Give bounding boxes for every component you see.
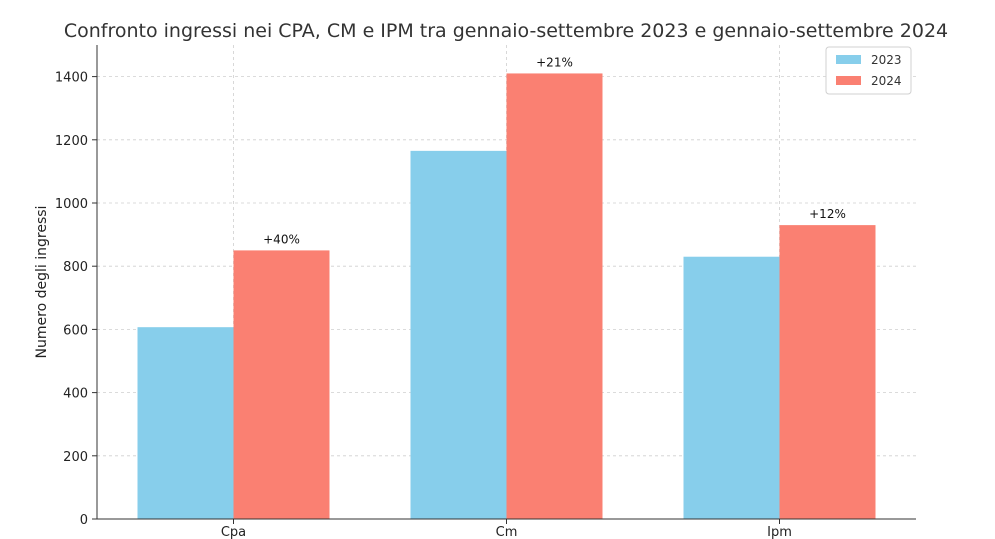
x-tick-label: Cm [496,525,518,539]
x-tick-label: Cpa [221,525,246,539]
x-tick-label: Ipm [767,525,792,539]
legend-swatch-2024 [836,76,861,85]
bar-2023-ipm [683,256,780,519]
y-tick-label: 400 [63,387,88,402]
y-tick-label: 800 [63,260,88,275]
y-tick-label: 1000 [55,197,88,212]
y-tick-label: 0 [80,513,88,528]
legend-label-2023: 2023 [871,53,902,67]
bar-2024-ipm [779,225,876,519]
y-tick-label: 1400 [55,71,88,86]
y-tick-label: 200 [63,450,88,465]
bar-2024-cpa [233,250,330,519]
y-tick-label: 600 [63,323,88,338]
legend: 2023 2024 [825,46,912,95]
bar-annotation-cm: +21% [536,55,573,69]
legend-swatch-2023 [836,55,861,64]
y-tick-label: 1200 [55,134,88,149]
bar-2024-cm [506,73,603,519]
y-axis-label: Numero degli ingressi [34,206,50,359]
bar-2023-cpa [137,327,234,519]
legend-label-2024: 2024 [871,74,902,88]
bar-annotation-cpa: +40% [263,232,300,246]
bars [137,73,876,520]
chart-title: Confronto ingressi nei CPA, CM e IPM tra… [64,20,948,42]
data-labels: +40% +21% +12% [263,55,846,246]
axes: 0 200 400 600 800 1000 1200 1400 Cpa Cm Ipm [55,45,916,539]
bar-2023-cm [410,150,507,520]
bar-annotation-ipm: +12% [809,207,846,221]
